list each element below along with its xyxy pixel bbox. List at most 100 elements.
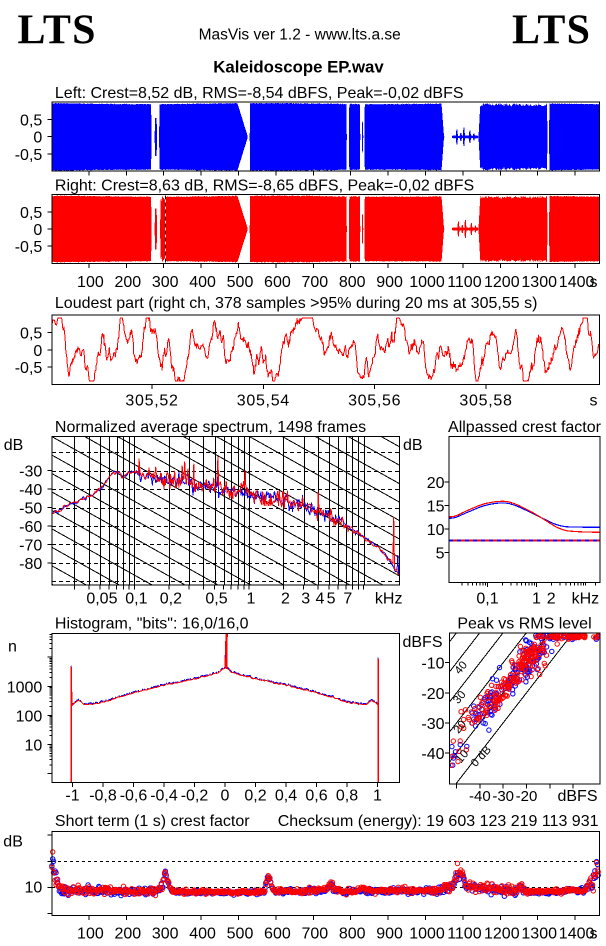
svg-text:1300: 1300 [521,926,557,943]
svg-text:-0,8: -0,8 [89,787,117,804]
svg-text:Short term (1 s) crest factor: Short term (1 s) crest factor [55,813,250,830]
svg-text:0,5: 0,5 [205,591,227,608]
svg-text:300: 300 [152,926,179,943]
svg-text:-40: -40 [469,788,491,805]
svg-text:-20: -20 [516,788,538,805]
svg-text:900: 900 [376,926,403,943]
svg-text:1100: 1100 [447,274,482,291]
svg-text:1000: 1000 [409,926,445,943]
svg-text:dB: dB [4,437,24,454]
svg-text:10: 10 [427,522,445,539]
svg-text:20: 20 [427,475,445,492]
svg-text:300: 300 [152,274,179,291]
svg-text:1200: 1200 [484,926,520,943]
svg-text:-40: -40 [19,482,42,499]
svg-text:0,5: 0,5 [20,205,42,222]
svg-text:1400: 1400 [559,274,595,291]
svg-text:100: 100 [77,926,104,943]
svg-text:-0,5: -0,5 [15,239,43,256]
svg-text:600: 600 [264,926,291,943]
svg-text:500: 500 [227,926,254,943]
svg-text:100: 100 [77,274,104,291]
svg-text:-0,5: -0,5 [15,147,43,164]
svg-text:-30: -30 [421,716,444,733]
svg-text:-20: -20 [421,686,444,703]
svg-text:305,52: 305,52 [125,392,178,409]
svg-text:1000: 1000 [7,679,43,696]
svg-text:Peak vs RMS level: Peak vs RMS level [457,615,591,632]
svg-text:Left: Crest=8,52 dB, RMS=-8,54: Left: Crest=8,52 dB, RMS=-8,54 dBFS, Pea… [55,85,464,102]
svg-text:dBFS: dBFS [557,788,597,805]
svg-text:Right: Crest=8,63 dB, RMS=-8,6: Right: Crest=8,63 dB, RMS=-8,65 dBFS, Pe… [55,178,474,195]
svg-text:Loudest part (right ch, 378 sa: Loudest part (right ch, 378 samples >95%… [55,295,538,312]
svg-text:-0,5: -0,5 [15,360,43,377]
svg-text:LTS: LTS [512,8,591,54]
svg-text:Histogram, "bits": 16,0/16,0: Histogram, "bits": 16,0/16,0 [55,615,249,632]
svg-text:1300: 1300 [521,274,557,291]
svg-text:0: 0 [33,222,42,239]
svg-text:Checksum (energy): 19 603 123: Checksum (energy): 19 603 123 219 113 93… [278,813,599,830]
svg-text:2: 2 [281,591,290,608]
svg-text:n: n [8,639,17,656]
svg-text:800: 800 [339,274,366,291]
svg-text:s: s [590,392,598,409]
svg-text:200: 200 [114,926,141,943]
svg-text:1100: 1100 [447,926,482,943]
svg-text:0,05: 0,05 [86,591,117,608]
svg-text:kHz: kHz [572,591,600,608]
svg-text:1400: 1400 [559,926,595,943]
svg-text:2: 2 [547,591,556,608]
svg-text:5: 5 [327,591,336,608]
svg-text:1200: 1200 [484,274,520,291]
svg-text:0,6: 0,6 [305,787,327,804]
svg-text:Normalized average spectrum, 1: Normalized average spectrum, 1498 frames [55,419,366,436]
svg-text:-0,4: -0,4 [150,787,178,804]
svg-text:0,1: 0,1 [476,591,498,608]
svg-text:0,5: 0,5 [20,325,42,342]
svg-text:-10: -10 [421,656,444,673]
svg-text:dBFS: dBFS [402,634,442,651]
svg-text:dB: dB [403,437,423,454]
svg-text:-30: -30 [19,464,42,481]
svg-text:400: 400 [189,926,216,943]
svg-text:4: 4 [316,591,325,608]
svg-text:-0,6: -0,6 [120,787,148,804]
svg-text:5: 5 [436,546,445,563]
svg-text:800: 800 [339,926,366,943]
svg-text:-50: -50 [19,501,42,518]
svg-text:700: 700 [301,926,328,943]
svg-text:0: 0 [221,787,230,804]
svg-text:200: 200 [114,274,141,291]
svg-text:0,4: 0,4 [275,787,297,804]
svg-text:900: 900 [376,274,403,291]
svg-text:15: 15 [427,498,445,515]
svg-text:700: 700 [301,274,328,291]
svg-text:-1: -1 [65,787,79,804]
svg-text:305,58: 305,58 [459,392,512,409]
svg-text:LTS: LTS [18,8,97,54]
svg-text:10: 10 [25,880,43,897]
svg-text:7: 7 [343,591,352,608]
svg-text:1: 1 [373,787,382,804]
svg-text:305,54: 305,54 [237,392,290,409]
svg-text:0: 0 [33,130,42,147]
svg-text:-40: -40 [421,746,444,763]
svg-text:305,56: 305,56 [348,392,401,409]
svg-text:MasVis ver 1.2 - www.lts.a.se: MasVis ver 1.2 - www.lts.a.se [199,27,401,44]
svg-text:0,2: 0,2 [244,787,266,804]
svg-text:-0,2: -0,2 [181,787,209,804]
svg-text:-30: -30 [492,788,514,805]
svg-text:10: 10 [25,738,43,755]
svg-text:0,8: 0,8 [336,787,358,804]
svg-text:1: 1 [247,591,256,608]
svg-text:Kaleidoscope EP.wav: Kaleidoscope EP.wav [213,58,384,77]
svg-text:0: 0 [33,343,42,360]
svg-text:-80: -80 [19,556,42,573]
svg-text:3: 3 [301,591,310,608]
svg-text:-60: -60 [19,519,42,536]
svg-text:0,1: 0,1 [125,591,147,608]
svg-text:500: 500 [227,274,254,291]
svg-text:Allpassed crest factor: Allpassed crest factor [448,419,602,436]
svg-text:-70: -70 [19,538,42,555]
svg-text:s: s [590,926,598,943]
